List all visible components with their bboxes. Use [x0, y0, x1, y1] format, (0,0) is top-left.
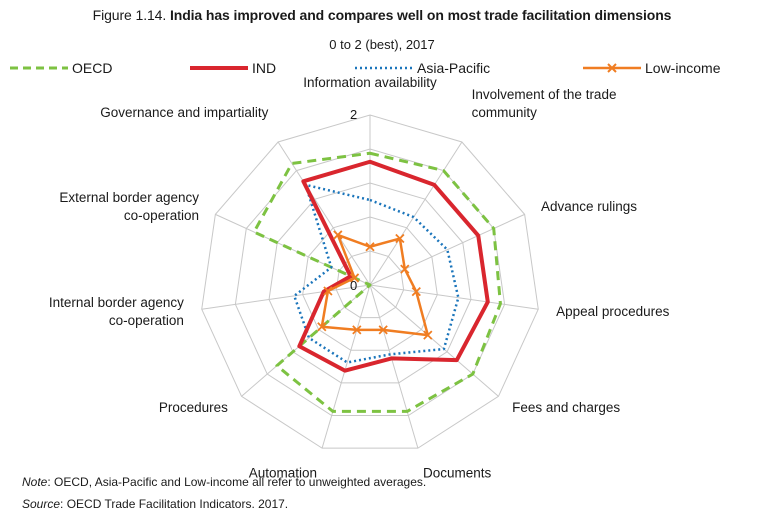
note-text: : OECD, Asia-Pacific and Low-income all …	[47, 475, 427, 489]
series-marker-low-income	[378, 325, 388, 335]
legend-item-low-income: Low-income	[583, 58, 720, 78]
source-text: : OECD Trade Facilitation Indicators. 20…	[60, 497, 289, 511]
series-line-oecd	[252, 151, 502, 413]
grid-spoke	[277, 141, 371, 286]
axis-label: Appeal procedures	[556, 304, 670, 319]
radar-series	[252, 151, 502, 413]
tick-label-max: 2	[350, 107, 357, 122]
legend-item-asia-pacific: Asia-Pacific	[355, 58, 490, 78]
axis-label-line: Internal border agency	[49, 295, 184, 310]
axis-label-line: Advance rulings	[541, 199, 637, 214]
axis-label-line: Governance and impartiality	[100, 105, 268, 120]
figure-title: Figure 1.14. India has improved and comp…	[0, 7, 764, 23]
legend-label-ind: IND	[252, 60, 277, 76]
grid-spoke	[369, 284, 419, 449]
radar-grid	[201, 114, 539, 449]
legend-swatch-oecd	[10, 66, 68, 70]
series-marker-low-income	[317, 322, 327, 332]
series-marker-low-income	[411, 287, 421, 297]
grid-spoke	[369, 284, 499, 397]
series-marker-low-income	[423, 330, 433, 340]
chart-legend: OECD IND Asia-Pacific Low-income	[0, 58, 764, 78]
axis-label: Documents	[423, 465, 492, 480]
figure-subtitle: 0 to 2 (best), 2017	[329, 37, 435, 52]
chart-note: Note: OECD, Asia-Pacific and Low-income …	[22, 475, 426, 489]
series-marker-low-income	[395, 233, 405, 244]
grid-spoke	[369, 284, 539, 310]
grid-spoke	[201, 284, 371, 310]
grid-spoke	[369, 141, 463, 286]
axis-label: External border agency co-operation	[59, 190, 199, 223]
tick-label-min: 0	[350, 278, 357, 293]
axis-label: Involvement of the trade community	[472, 87, 617, 120]
series-marker-low-income	[323, 286, 333, 296]
figure-number: Figure 1.14.	[92, 7, 167, 23]
axis-label-line: External border agency	[59, 190, 199, 205]
grid-ring	[268, 182, 472, 384]
series-marker-low-income	[365, 242, 375, 252]
grid-ring	[201, 114, 539, 449]
source-label: Source	[22, 497, 61, 511]
grid-spoke	[369, 213, 525, 286]
axis-label-line: Automation	[249, 465, 317, 480]
series-line-ind	[297, 159, 490, 373]
grid-spoke	[321, 284, 371, 449]
legend-label-asia-pacific: Asia-Pacific	[417, 60, 491, 76]
axis-label: Fees and charges	[512, 400, 620, 415]
grid-ring	[335, 250, 405, 319]
axis-label: Advance rulings	[541, 199, 637, 214]
series-marker-low-income	[400, 264, 410, 274]
series-marker-low-income	[333, 230, 343, 240]
note-label: Note	[22, 475, 48, 489]
axis-label: Information availability	[303, 75, 437, 90]
legend-label-oecd: OECD	[72, 60, 113, 76]
legend-item-oecd: OECD	[10, 58, 112, 78]
grid-ring	[302, 216, 438, 351]
axis-label-line: Appeal procedures	[556, 304, 670, 319]
legend-swatch-low-income	[583, 63, 641, 73]
legend-swatch-ind	[190, 66, 248, 70]
figure-title-text: India has improved and compares well on …	[169, 7, 672, 23]
axis-label-line: Procedures	[159, 400, 228, 415]
series-marker-low-income	[349, 273, 360, 283]
series-line-asia-pacific	[293, 183, 460, 364]
axis-label-line: Fees and charges	[512, 400, 620, 415]
axis-label-line: community	[472, 105, 538, 120]
axis-label: Automation	[249, 465, 317, 480]
axis-label: Procedures	[159, 400, 228, 415]
radar-axis-labels: 0 2 Information availability Involvement of…	[49, 75, 670, 480]
axis-label-line: Information availability	[303, 75, 437, 90]
legend-item-ind: IND	[190, 58, 276, 78]
axis-label-line: co-operation	[124, 208, 199, 223]
legend-label-low-income: Low-income	[645, 60, 721, 76]
axis-label-line: co-operation	[109, 313, 184, 328]
series-line-low-income	[320, 233, 430, 337]
axis-label-line: Involvement of the trade	[472, 87, 617, 102]
axis-label: Internal border agency co-operation	[49, 295, 184, 328]
chart-source: Source: OECD Trade Facilitation Indicato…	[22, 497, 288, 511]
axis-label-line: Documents	[423, 465, 492, 480]
axis-label: Governance and impartiality	[100, 105, 268, 120]
series-marker-low-income	[352, 325, 362, 335]
